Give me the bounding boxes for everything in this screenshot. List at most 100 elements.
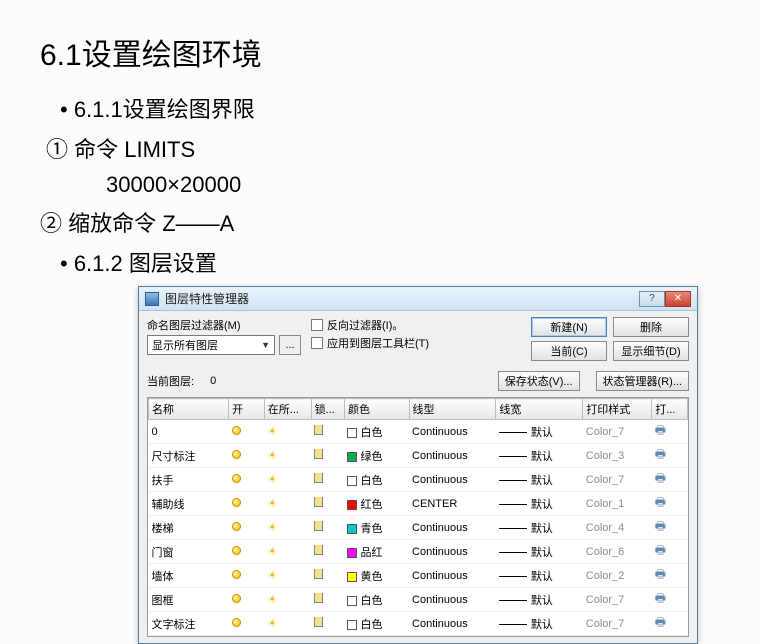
col-on[interactable]: 开 bbox=[229, 399, 265, 420]
cell-on[interactable] bbox=[229, 420, 265, 444]
cell-color[interactable]: 白色 bbox=[344, 468, 409, 492]
cell-linetype[interactable]: Continuous bbox=[409, 564, 496, 588]
col-lineweight[interactable]: 线宽 bbox=[496, 399, 583, 420]
cell-lock[interactable] bbox=[311, 564, 344, 588]
cell-plotstyle: Color_2 bbox=[583, 564, 652, 588]
current-button[interactable]: 当前(C) bbox=[531, 341, 607, 361]
col-color[interactable]: 颜色 bbox=[344, 399, 409, 420]
cell-on[interactable] bbox=[229, 612, 265, 636]
table-row[interactable]: 文字标注☀白色Continuous默认Color_7🖶 bbox=[149, 612, 688, 636]
cell-plot[interactable]: 🖶 bbox=[652, 612, 688, 636]
cell-plot[interactable]: 🖶 bbox=[652, 516, 688, 540]
color-swatch bbox=[347, 572, 357, 582]
cell-lock[interactable] bbox=[311, 588, 344, 612]
cell-lock[interactable] bbox=[311, 516, 344, 540]
cell-on[interactable] bbox=[229, 588, 265, 612]
cell-freeze[interactable]: ☀ bbox=[264, 492, 311, 516]
close-button[interactable]: ✕ bbox=[665, 291, 691, 307]
cell-linetype[interactable]: Continuous bbox=[409, 540, 496, 564]
cell-freeze[interactable]: ☀ bbox=[264, 420, 311, 444]
col-lock[interactable]: 锁... bbox=[311, 399, 344, 420]
cell-plot[interactable]: 🖶 bbox=[652, 420, 688, 444]
cell-on[interactable] bbox=[229, 444, 265, 468]
color-swatch bbox=[347, 548, 357, 558]
cell-plot[interactable]: 🖶 bbox=[652, 540, 688, 564]
table-row[interactable]: 墙体☀黄色Continuous默认Color_2🖶 bbox=[149, 564, 688, 588]
cell-lock[interactable] bbox=[311, 540, 344, 564]
table-row[interactable]: 楼梯☀青色Continuous默认Color_4🖶 bbox=[149, 516, 688, 540]
table-row[interactable]: 辅助线☀红色CENTER默认Color_1🖶 bbox=[149, 492, 688, 516]
col-plot[interactable]: 打... bbox=[652, 399, 688, 420]
cell-freeze[interactable]: ☀ bbox=[264, 612, 311, 636]
cell-lock[interactable] bbox=[311, 492, 344, 516]
sun-icon: ☀ bbox=[267, 618, 277, 630]
col-linetype[interactable]: 线型 bbox=[409, 399, 496, 420]
cell-lineweight[interactable]: 默认 bbox=[496, 420, 583, 444]
delete-button[interactable]: 删除 bbox=[613, 317, 689, 337]
col-plotstyle[interactable]: 打印样式 bbox=[583, 399, 652, 420]
cell-lineweight[interactable]: 默认 bbox=[496, 612, 583, 636]
cell-freeze[interactable]: ☀ bbox=[264, 468, 311, 492]
cell-lock[interactable] bbox=[311, 420, 344, 444]
cell-freeze[interactable]: ☀ bbox=[264, 564, 311, 588]
new-button[interactable]: 新建(N) bbox=[531, 317, 607, 337]
cell-on[interactable] bbox=[229, 492, 265, 516]
cell-plot[interactable]: 🖶 bbox=[652, 588, 688, 612]
cell-color[interactable]: 黄色 bbox=[344, 564, 409, 588]
cell-color[interactable]: 青色 bbox=[344, 516, 409, 540]
table-row[interactable]: 图框☀白色Continuous默认Color_7🖶 bbox=[149, 588, 688, 612]
col-freeze[interactable]: 在所... bbox=[264, 399, 311, 420]
cell-lineweight[interactable]: 默认 bbox=[496, 516, 583, 540]
filter-browse-button[interactable]: ... bbox=[279, 335, 301, 355]
cell-name: 门窗 bbox=[149, 540, 229, 564]
cell-plot[interactable]: 🖶 bbox=[652, 564, 688, 588]
cell-linetype[interactable]: Continuous bbox=[409, 420, 496, 444]
cell-linetype[interactable]: CENTER bbox=[409, 492, 496, 516]
cell-linetype[interactable]: Continuous bbox=[409, 516, 496, 540]
cell-color[interactable]: 品红 bbox=[344, 540, 409, 564]
cell-freeze[interactable]: ☀ bbox=[264, 588, 311, 612]
sun-icon: ☀ bbox=[267, 570, 277, 582]
invert-filter-checkbox[interactable]: 反向过滤器(I)。 bbox=[311, 317, 429, 333]
table-row[interactable]: 门窗☀品红Continuous默认Color_6🖶 bbox=[149, 540, 688, 564]
titlebar[interactable]: 图层特性管理器 ? ✕ bbox=[139, 287, 697, 311]
cell-freeze[interactable]: ☀ bbox=[264, 516, 311, 540]
col-name[interactable]: 名称 bbox=[149, 399, 229, 420]
details-button[interactable]: 显示细节(D) bbox=[613, 341, 689, 361]
cell-on[interactable] bbox=[229, 564, 265, 588]
cell-lineweight[interactable]: 默认 bbox=[496, 492, 583, 516]
cell-color[interactable]: 白色 bbox=[344, 588, 409, 612]
cell-lock[interactable] bbox=[311, 444, 344, 468]
cell-color[interactable]: 绿色 bbox=[344, 444, 409, 468]
cell-plot[interactable]: 🖶 bbox=[652, 444, 688, 468]
cell-color[interactable]: 红色 bbox=[344, 492, 409, 516]
cell-freeze[interactable]: ☀ bbox=[264, 540, 311, 564]
state-manager-button[interactable]: 状态管理器(R)... bbox=[596, 371, 689, 391]
cell-on[interactable] bbox=[229, 468, 265, 492]
cell-freeze[interactable]: ☀ bbox=[264, 444, 311, 468]
cell-lineweight[interactable]: 默认 bbox=[496, 444, 583, 468]
apply-toolbar-checkbox[interactable]: 应用到图层工具栏(T) bbox=[311, 335, 429, 351]
cell-linetype[interactable]: Continuous bbox=[409, 444, 496, 468]
cell-lineweight[interactable]: 默认 bbox=[496, 540, 583, 564]
help-button[interactable]: ? bbox=[639, 291, 665, 307]
cell-lock[interactable] bbox=[311, 468, 344, 492]
cell-color[interactable]: 白色 bbox=[344, 420, 409, 444]
cell-lineweight[interactable]: 默认 bbox=[496, 468, 583, 492]
cell-linetype[interactable]: Continuous bbox=[409, 468, 496, 492]
save-state-button[interactable]: 保存状态(V)... bbox=[498, 371, 580, 391]
cell-on[interactable] bbox=[229, 540, 265, 564]
cell-linetype[interactable]: Continuous bbox=[409, 588, 496, 612]
cell-lineweight[interactable]: 默认 bbox=[496, 564, 583, 588]
table-row[interactable]: 尺寸标注☀绿色Continuous默认Color_3🖶 bbox=[149, 444, 688, 468]
cell-lineweight[interactable]: 默认 bbox=[496, 588, 583, 612]
cell-on[interactable] bbox=[229, 516, 265, 540]
cell-lock[interactable] bbox=[311, 612, 344, 636]
table-row[interactable]: 扶手☀白色Continuous默认Color_7🖶 bbox=[149, 468, 688, 492]
cell-color[interactable]: 白色 bbox=[344, 612, 409, 636]
cell-linetype[interactable]: Continuous bbox=[409, 612, 496, 636]
filter-select[interactable]: 显示所有图层 ▼ bbox=[147, 335, 275, 355]
table-row[interactable]: 0☀白色Continuous默认Color_7🖶 bbox=[149, 420, 688, 444]
cell-plot[interactable]: 🖶 bbox=[652, 492, 688, 516]
cell-plot[interactable]: 🖶 bbox=[652, 468, 688, 492]
